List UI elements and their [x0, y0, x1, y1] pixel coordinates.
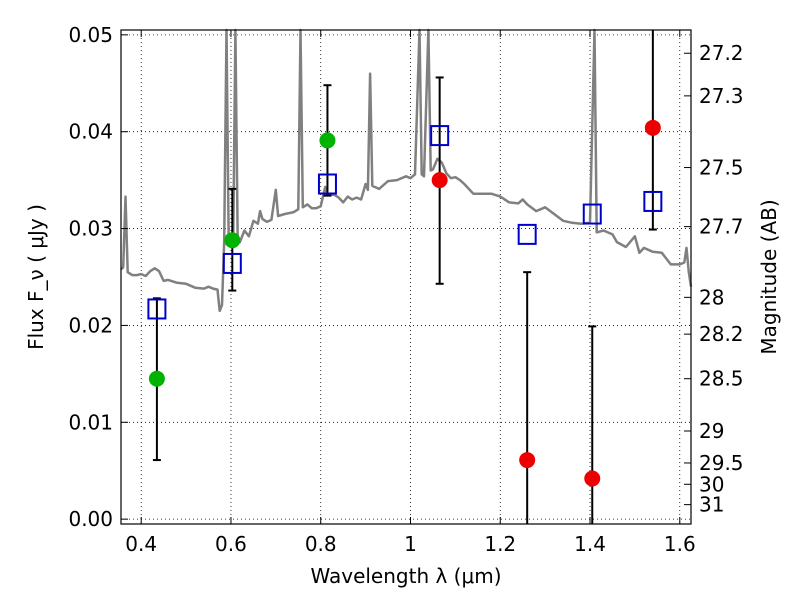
x-tick-label: 0.8: [305, 532, 337, 556]
y2-tick-label: 27.3: [699, 84, 744, 108]
model-flux-marker: [430, 125, 450, 147]
model-flux-marker: [582, 203, 602, 225]
model-flux-marker: [517, 223, 537, 245]
x-tick-label: 0.4: [125, 532, 157, 556]
observed-flux-point: [319, 132, 336, 149]
y2-tick-label: 27.7: [699, 215, 744, 239]
model-flux-marker: [222, 252, 242, 274]
y2-tick-label: 29: [699, 419, 724, 443]
model-flux-marker: [147, 298, 167, 320]
y-tick-label: 0.02: [68, 313, 113, 337]
y2-tick-label: 27.5: [699, 156, 744, 180]
observed-flux-point: [224, 232, 241, 249]
data-points: [147, 119, 663, 487]
x-tick-label: 1.4: [574, 532, 606, 556]
x-axis-ticks: 0.4 0.6 0.8 1 1.2 1.4 1.6: [125, 30, 696, 556]
plot-frame: [120, 29, 692, 525]
x-axis-label: Wavelength λ (μm): [310, 564, 501, 588]
grid: [121, 30, 691, 524]
y2-tick-label: 31: [699, 493, 724, 517]
y2-tick-label: 27.2: [699, 41, 744, 65]
observed-flux-point: [148, 370, 165, 387]
model-spectrum: [120, 28, 693, 313]
spectrum-line: [120, 28, 693, 313]
y-tick-label: 0.05: [68, 23, 113, 47]
observed-flux-point: [431, 172, 448, 189]
x-tick-label: 0.6: [215, 532, 247, 556]
y2-tick-label: 29.5: [699, 451, 744, 475]
y-axis-label: Flux F_ν ( μJy ): [24, 204, 48, 350]
y2-tick-label: 28: [699, 285, 724, 309]
y2-axis-label: Magnitude (AB): [757, 199, 781, 354]
observed-flux-point: [584, 470, 601, 487]
observed-flux-point: [519, 452, 536, 469]
model-flux-marker: [317, 173, 337, 195]
x-tick-label: 1: [404, 532, 417, 556]
observed-flux-point: [644, 119, 661, 136]
y-tick-label: 0.04: [68, 120, 113, 144]
y-tick-label: 0.03: [68, 217, 113, 241]
y2-tick-label: 30: [699, 472, 724, 496]
y-axis-ticks: 0.00 0.01 0.02 0.03 0.04 0.05: [68, 23, 128, 531]
model-flux-marker: [643, 190, 663, 212]
y2-tick-label: 28.5: [699, 367, 744, 391]
y2-tick-label: 28.2: [699, 322, 744, 346]
x-tick-label: 1.2: [484, 532, 516, 556]
y-tick-label: 0.01: [68, 410, 113, 434]
x-tick-label: 1.6: [664, 532, 696, 556]
y-tick-label: 0.00: [68, 507, 113, 531]
